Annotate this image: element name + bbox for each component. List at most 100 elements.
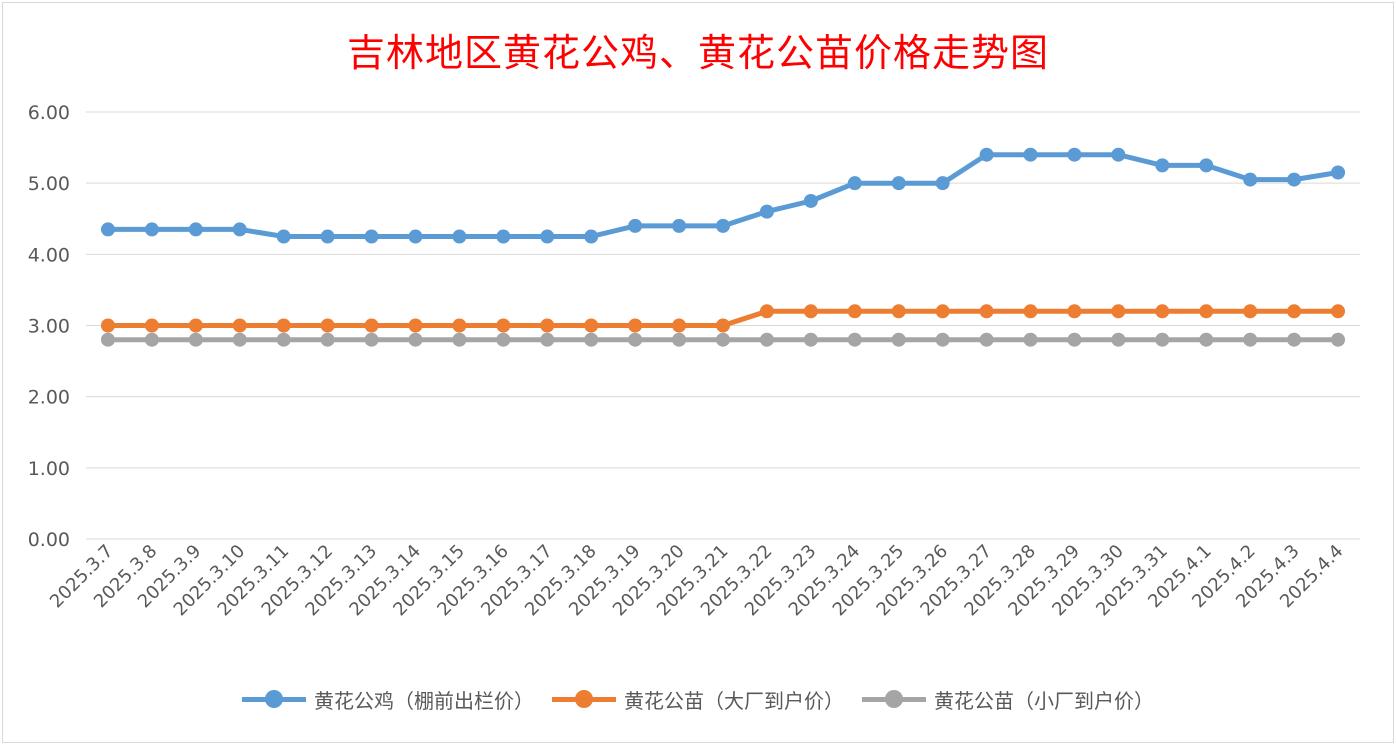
- data-point: [672, 318, 687, 333]
- data-point: [408, 332, 423, 347]
- data-point: [320, 318, 335, 333]
- data-point: [496, 229, 511, 244]
- data-point: [1243, 172, 1258, 187]
- y-tick-label: 2.00: [28, 387, 70, 409]
- data-point: [276, 229, 291, 244]
- data-point: [364, 318, 379, 333]
- data-point: [1243, 304, 1258, 319]
- data-point: [584, 332, 599, 347]
- legend-label-1: 黄花公鸡（棚前出栏价）: [314, 688, 534, 713]
- data-point: [408, 229, 423, 244]
- data-point: [847, 176, 862, 191]
- data-point: [847, 332, 862, 347]
- data-point: [1155, 158, 1170, 173]
- data-point: [232, 332, 247, 347]
- data-point: [1243, 332, 1258, 347]
- data-point: [188, 318, 203, 333]
- data-point: [891, 304, 906, 319]
- data-point: [628, 218, 643, 233]
- data-point: [628, 318, 643, 333]
- data-point: [628, 332, 643, 347]
- data-point: [144, 318, 159, 333]
- data-point: [232, 222, 247, 237]
- data-point: [100, 222, 115, 237]
- data-point: [979, 147, 994, 162]
- legend-item-series-3: 黄花公苗（小厂到户价）: [862, 685, 1154, 714]
- data-point: [320, 332, 335, 347]
- data-point: [496, 332, 511, 347]
- data-point: [716, 218, 730, 233]
- data-point: [144, 222, 159, 237]
- data-point: [759, 304, 774, 319]
- data-point: [364, 229, 379, 244]
- data-point: [276, 318, 291, 333]
- legend-label-3: 黄花公苗（小厂到户价）: [934, 688, 1154, 713]
- data-point: [803, 193, 818, 208]
- legend-swatch-1: [242, 689, 306, 709]
- y-tick-label: 0.00: [28, 529, 70, 551]
- data-point: [935, 176, 950, 191]
- legend-swatch-2: [552, 689, 616, 709]
- data-point: [935, 332, 950, 347]
- data-point: [452, 332, 467, 347]
- data-point: [979, 332, 994, 347]
- data-point: [320, 229, 335, 244]
- data-point: [803, 332, 818, 347]
- legend-swatch-3: [862, 689, 926, 709]
- data-point: [540, 332, 555, 347]
- data-point: [540, 318, 555, 333]
- data-point: [759, 204, 774, 219]
- data-point: [408, 318, 423, 333]
- data-point: [1111, 332, 1126, 347]
- y-tick-label: 6.00: [28, 102, 70, 124]
- y-tick-label: 1.00: [28, 458, 70, 480]
- data-point: [1111, 304, 1126, 319]
- y-tick-label: 4.00: [28, 244, 70, 266]
- data-point: [452, 229, 467, 244]
- data-point: [1067, 332, 1082, 347]
- data-point: [100, 332, 115, 347]
- legend-label-2: 黄花公苗（大厂到户价）: [624, 688, 844, 713]
- data-point: [1023, 147, 1038, 162]
- y-tick-label: 5.00: [28, 173, 70, 195]
- data-point: [1287, 332, 1302, 347]
- legend-item-series-2: 黄花公苗（大厂到户价）: [552, 685, 844, 714]
- data-point: [891, 176, 906, 191]
- data-point: [1287, 304, 1302, 319]
- data-point: [847, 304, 862, 319]
- data-point: [584, 229, 599, 244]
- data-point: [935, 304, 950, 319]
- y-tick-label: 3.00: [28, 316, 70, 338]
- data-point: [759, 332, 774, 347]
- data-point: [979, 304, 994, 319]
- data-point: [1199, 158, 1214, 173]
- data-point: [672, 332, 687, 347]
- data-point: [1331, 332, 1346, 347]
- data-point: [1199, 304, 1214, 319]
- data-point: [496, 318, 511, 333]
- data-point: [100, 318, 115, 333]
- data-point: [1155, 332, 1170, 347]
- data-point: [716, 332, 730, 347]
- data-point: [188, 222, 203, 237]
- data-point: [716, 318, 730, 333]
- data-point: [364, 332, 379, 347]
- data-point: [1023, 332, 1038, 347]
- data-point: [1067, 147, 1082, 162]
- chart-title: 吉林地区黄花公鸡、黄花公苗价格走势图: [346, 31, 1049, 75]
- data-point: [1023, 304, 1038, 319]
- data-point: [144, 332, 159, 347]
- data-point: [1331, 165, 1346, 180]
- data-point: [891, 332, 906, 347]
- data-point: [232, 318, 247, 333]
- data-point: [540, 229, 555, 244]
- data-point: [672, 218, 687, 233]
- data-point: [584, 318, 599, 333]
- data-point: [1199, 332, 1214, 347]
- data-point: [803, 304, 818, 319]
- legend-item-series-1: 黄花公鸡（棚前出栏价）: [242, 685, 534, 714]
- data-point: [1331, 304, 1346, 319]
- data-point: [1111, 147, 1126, 162]
- data-point: [1287, 172, 1302, 187]
